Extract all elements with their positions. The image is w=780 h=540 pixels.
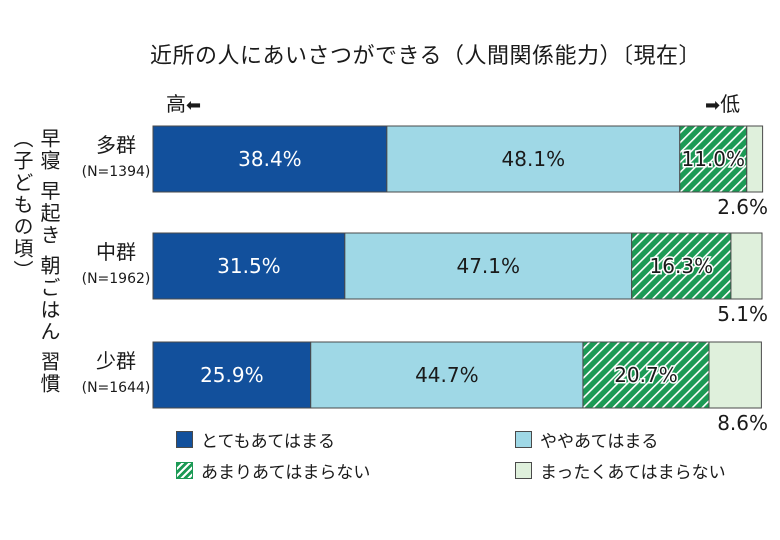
- category-label: 中群: [96, 240, 136, 264]
- bar-segment: [152, 232, 346, 300]
- data-label: 8.6%: [717, 411, 768, 435]
- category-label: 少群: [96, 349, 136, 373]
- bar-segment: [152, 125, 388, 193]
- data-label: 31.5%: [217, 254, 281, 278]
- legend-item: ややあてはまる: [515, 427, 658, 452]
- data-label: 48.1%: [502, 147, 566, 171]
- data-label: 20.7%: [614, 363, 678, 387]
- plot-area: 多群 (N=1394) 38.4% 48.1% 11.0% 2.6% 中群 (N=1962) 3…: [82, 125, 768, 435]
- legend-label: とてもあてはまる: [201, 432, 335, 452]
- legend-item: まったくあてはまらない: [515, 458, 726, 483]
- data-label: 16.3%: [650, 254, 714, 278]
- data-label: 11.0%: [682, 147, 746, 171]
- category-label: 多群: [96, 133, 136, 157]
- category-sample-size: (N=1644): [82, 380, 151, 396]
- legend-label: まったくあてはまらない: [540, 463, 726, 483]
- data-label: 44.7%: [415, 363, 479, 387]
- data-label: 25.9%: [200, 363, 264, 387]
- bar-segment: [310, 341, 584, 409]
- y-axis-title: 早寝 早起き 朝ごはん 習慣（子どもの頃）: [10, 128, 61, 396]
- bar-segment: [708, 341, 762, 409]
- bar-segment: [344, 232, 633, 300]
- legend-swatch: [176, 462, 193, 479]
- data-label: 2.6%: [717, 195, 768, 219]
- bar-segment: [679, 125, 748, 193]
- legend-swatch: [515, 462, 532, 479]
- data-label: 5.1%: [717, 302, 768, 326]
- legend-swatch: [515, 431, 532, 448]
- legend-label: ややあてはまる: [540, 432, 659, 452]
- bar-segment: [386, 125, 681, 193]
- direction-high-label: 高⬅: [166, 88, 201, 117]
- data-label: 38.4%: [238, 147, 302, 171]
- bar-segment: [152, 341, 312, 409]
- chart-title: 近所の人にあいさつができる（人間関係能力）〔現在〕: [150, 44, 702, 69]
- category-sample-size: (N=1962): [82, 271, 151, 287]
- bar-segment: [582, 341, 710, 409]
- bar-segment: [631, 232, 732, 300]
- legend-swatch: [176, 431, 193, 448]
- data-label: 47.1%: [456, 254, 520, 278]
- direction-low-label: ➡低: [705, 88, 740, 117]
- arrow-left-icon: ⬅: [186, 95, 202, 116]
- legend-label: あまりあてはまらない: [201, 463, 371, 483]
- legend-item: あまりあてはまらない: [176, 458, 370, 483]
- arrow-right-icon: ➡: [705, 95, 721, 116]
- bar-segment: [730, 232, 763, 300]
- direction-high-text: 高: [166, 92, 186, 116]
- category-sample-size: (N=1394): [82, 164, 151, 180]
- direction-low-text: 低: [720, 92, 741, 116]
- legend-item: とてもあてはまる: [176, 427, 335, 452]
- bar-segment: [746, 125, 764, 193]
